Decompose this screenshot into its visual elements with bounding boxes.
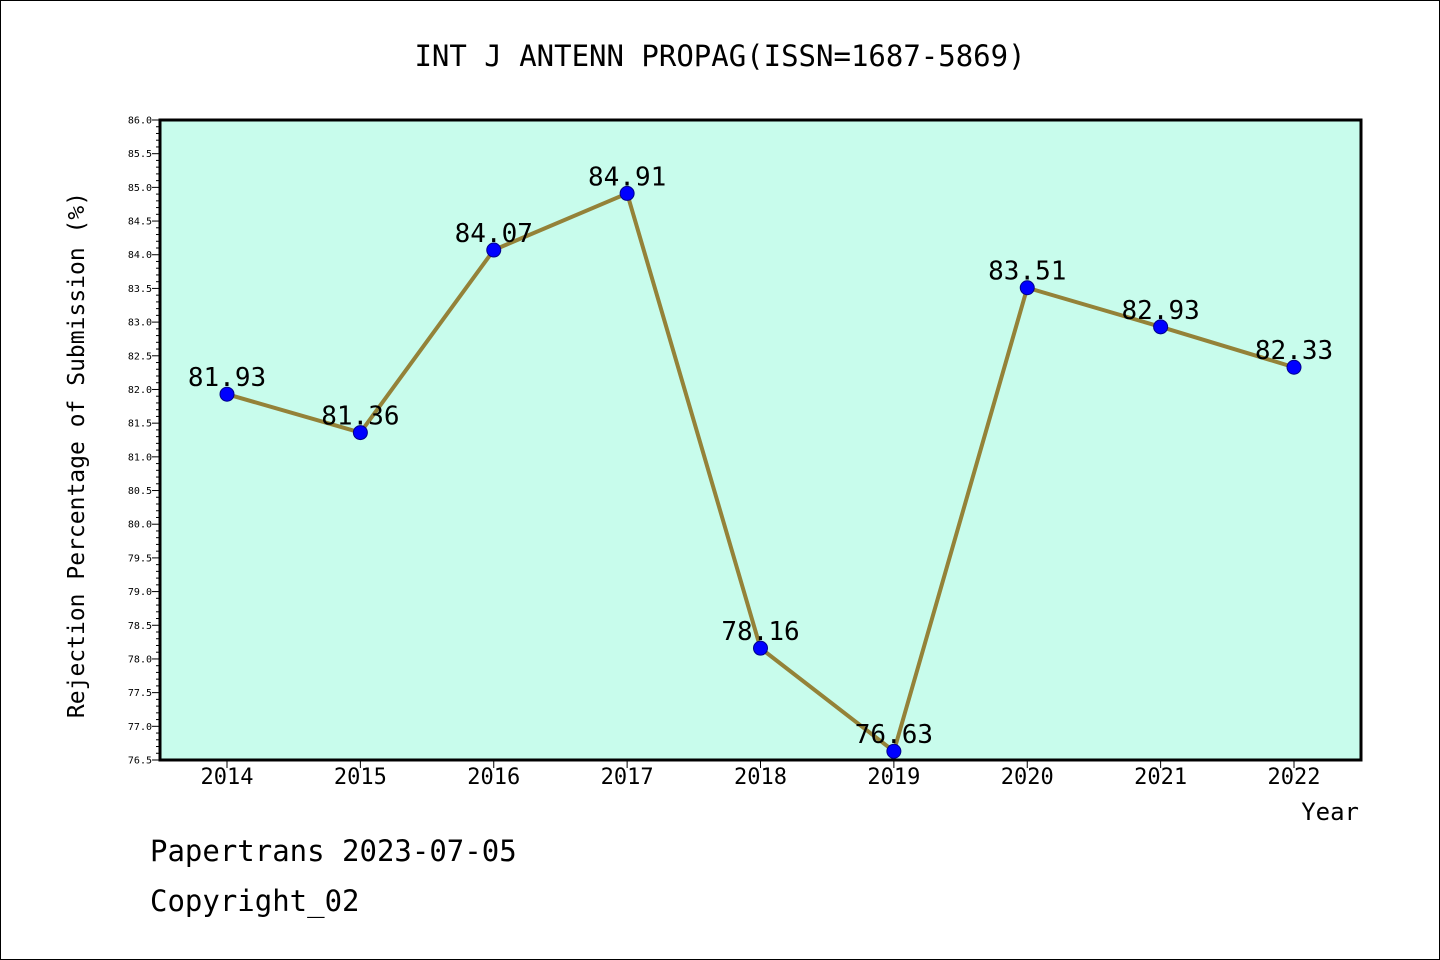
y-tick-label: 82.5 <box>128 351 152 362</box>
data-point <box>352 425 368 441</box>
data-point <box>1286 359 1302 375</box>
y-tick-label: 79.5 <box>128 553 152 564</box>
data-label: 76.63 <box>855 720 933 750</box>
y-tick-label: 83.0 <box>128 318 152 329</box>
data-point <box>219 386 235 402</box>
chart-title: INT J ANTENN PROPAG(ISSN=1687-5869) <box>414 39 1025 73</box>
y-tick-label: 77.0 <box>128 722 152 733</box>
y-tick-label: 81.5 <box>128 419 152 430</box>
data-label: 81.93 <box>188 363 266 393</box>
data-point <box>886 743 902 759</box>
series: 81.93 81.36 84.07 84.91 78.16 76.63 83.51 82.93… <box>188 162 1333 759</box>
plot-area <box>158 118 1363 762</box>
footer-date: Papertrans 2023-07-05 <box>150 834 517 868</box>
x-tick-label: 2021 <box>1134 765 1187 790</box>
data-label: 81.36 <box>321 402 399 432</box>
y-tick-label: 85.5 <box>128 149 152 160</box>
data-point <box>1153 319 1169 335</box>
data-label: 83.51 <box>988 257 1066 287</box>
data-label: 82.93 <box>1121 296 1199 326</box>
y-tick-label: 78.0 <box>128 654 152 665</box>
y-tick-label: 80.5 <box>128 486 152 497</box>
x-axis: 2014 2015 2016 2017 2018 2019 2020 2021 2022 <box>201 760 1321 790</box>
data-label: 78.16 <box>721 617 799 647</box>
y-tick-label: 77.5 <box>128 688 152 699</box>
y-tick-label: 78.5 <box>128 621 152 632</box>
y-tick-label: 79.0 <box>128 587 152 598</box>
x-tick-label: 2022 <box>1268 765 1321 790</box>
y-tick-label: 85.0 <box>128 183 152 194</box>
data-label: 84.91 <box>588 162 666 192</box>
y-tick-label: 83.5 <box>128 284 152 295</box>
y-tick-label: 86.0 <box>128 116 152 127</box>
x-tick-label: 2016 <box>467 765 520 790</box>
x-tick-label: 2018 <box>734 765 787 790</box>
y-tick-label: 84.5 <box>128 217 152 228</box>
x-axis-label: Year <box>1301 798 1359 826</box>
x-tick-label: 2019 <box>867 765 920 790</box>
data-point <box>619 185 635 201</box>
data-point <box>486 242 502 258</box>
x-tick-label: 2020 <box>1001 765 1054 790</box>
data-label: 84.07 <box>455 219 533 249</box>
y-tick-label: 80.0 <box>128 520 152 531</box>
y-tick-label: 82.0 <box>128 385 152 396</box>
data-point <box>1019 280 1035 296</box>
x-tick-label: 2015 <box>334 765 387 790</box>
x-tick-label: 2017 <box>601 765 654 790</box>
y-axis: 76.5 77.0 77.5 78.0 78.5 79.0 79.5 80.0 80.5 81.0… <box>128 116 160 767</box>
data-point <box>753 640 768 656</box>
y-tick-label: 81.0 <box>128 452 152 463</box>
y-axis-label: Rejection Percentage of Submission (%) <box>64 192 90 718</box>
y-tick-label: 84.0 <box>128 250 152 261</box>
data-label: 82.33 <box>1255 336 1333 366</box>
footer-copyright: Copyright_02 <box>150 884 360 918</box>
y-tick-label: 76.5 <box>128 756 152 767</box>
x-tick-label: 2014 <box>201 765 254 790</box>
